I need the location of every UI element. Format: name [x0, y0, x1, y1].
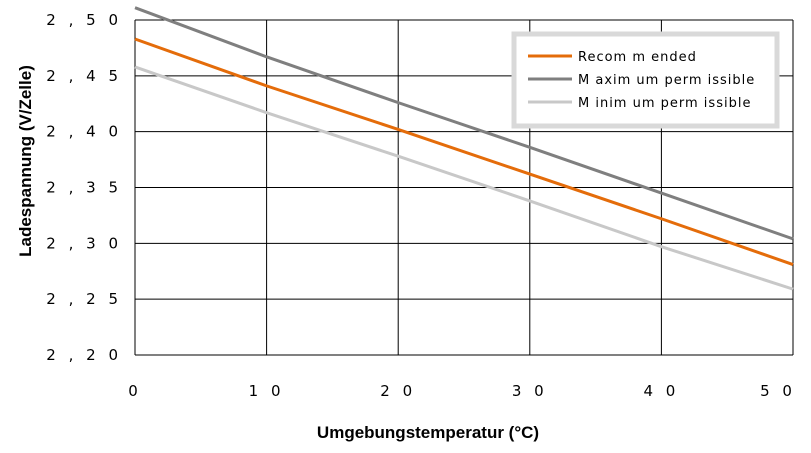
x-axis-title: Umgebungstemperatur (°C)	[317, 423, 539, 442]
y-tick-label: 2 , 4 5	[46, 67, 122, 85]
y-tick-labels: 2 , 5 0 2 , 4 5 2 , 4 0 2 , 3 5 2 , 3 0 2 , 2…	[46, 11, 122, 364]
legend-label-1: M axim um perm issible	[578, 73, 755, 88]
legend-label-0: Recom m ended	[578, 50, 697, 65]
series-line-2	[134, 65, 794, 291]
x-tick-label: 0	[128, 382, 142, 400]
y-axis-title: Ladespannung (V/Zelle)	[16, 65, 35, 257]
series-lines	[134, 6, 794, 291]
y-tick-label: 2 , 2 5	[46, 290, 122, 308]
legend-label-2: M inim um perm issible	[578, 96, 751, 111]
y-tick-label: 2 , 5 0	[46, 11, 122, 29]
series-line-0	[134, 37, 794, 266]
x-tick-labels: 0 1 0 2 0 3 0 4 0 5 0	[128, 382, 796, 400]
series-line-1	[134, 6, 794, 241]
y-tick-label: 2 , 3 5	[46, 179, 122, 197]
x-tick-label: 5 0	[760, 382, 796, 400]
y-tick-label: 2 , 3 0	[46, 234, 122, 252]
x-tick-label: 4 0	[643, 382, 679, 400]
x-tick-label: 3 0	[512, 382, 548, 400]
legend: Recom m ended M axim um perm issible M ini…	[511, 31, 780, 129]
y-tick-label: 2 , 4 0	[46, 123, 122, 141]
y-tick-label: 2 , 2 0	[46, 346, 122, 364]
x-tick-label: 2 0	[380, 382, 416, 400]
x-tick-label: 1 0	[249, 382, 285, 400]
